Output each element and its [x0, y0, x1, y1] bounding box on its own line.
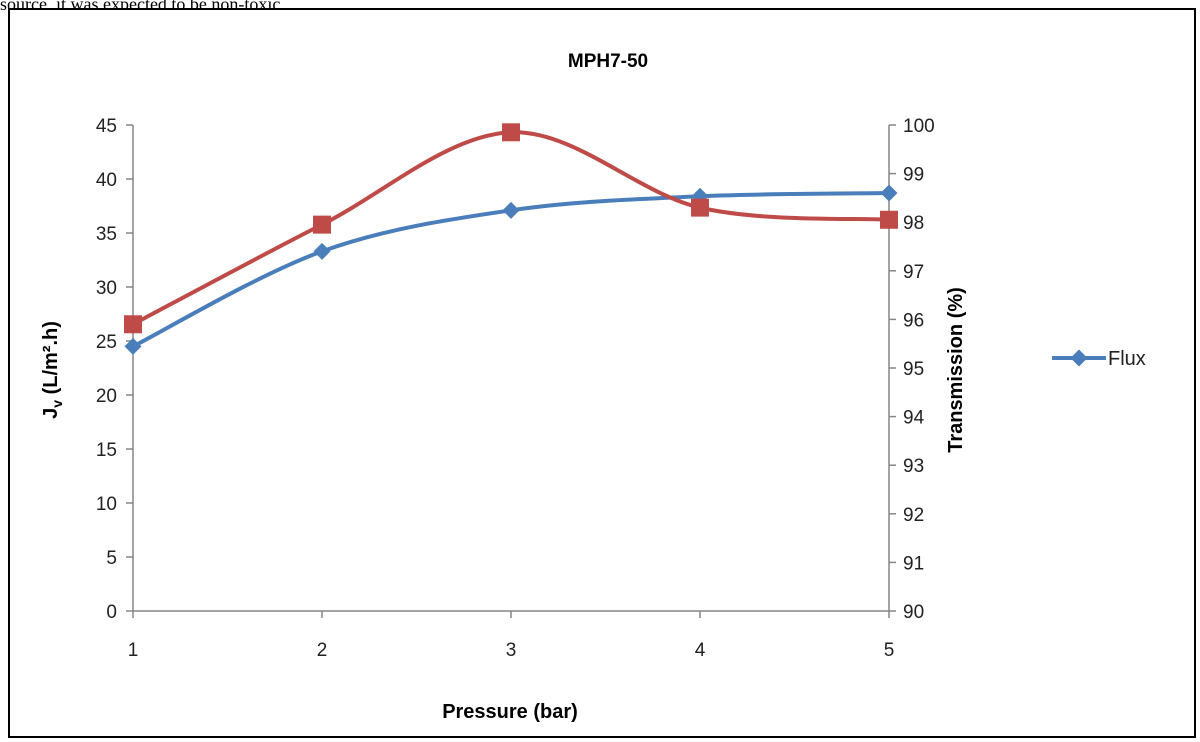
- legend-flux-label: Flux: [1108, 348, 1146, 370]
- chart-frame: [8, 8, 1196, 738]
- x-tick-label: 4: [695, 640, 706, 661]
- y-tick-label: 10: [96, 494, 117, 515]
- flux-marker: [502, 201, 520, 219]
- x-tick-label: 3: [506, 640, 517, 661]
- flux-marker: [880, 184, 898, 202]
- x-axis-title: Pressure (bar): [442, 701, 578, 723]
- series-2-marker: [880, 210, 898, 229]
- y-tick-label: 0: [106, 602, 117, 623]
- x-tick-label: 1: [128, 640, 139, 661]
- x-tick-label: 5: [884, 640, 895, 661]
- y-axis-title-sub: v: [49, 400, 65, 408]
- y2-tick-label: 94: [903, 408, 925, 429]
- y-tick-label: 40: [96, 170, 117, 191]
- y-axis-title-main: J: [40, 408, 62, 419]
- axes: 0510152025303540459091929394959697989910…: [96, 116, 935, 661]
- chart-title: MPH7-50: [568, 51, 648, 72]
- y2-tick-label: 95: [903, 359, 924, 380]
- y2-tick-label: 93: [903, 456, 924, 477]
- x-tick-label: 2: [317, 640, 328, 661]
- series-2-marker: [691, 198, 709, 217]
- y2-tick-label: 99: [903, 165, 924, 186]
- flux-marker: [313, 242, 331, 260]
- y-tick-label: 20: [96, 386, 117, 407]
- flux-marker: [124, 337, 142, 355]
- y2-tick-label: 90: [903, 602, 924, 623]
- y-tick-label: 30: [96, 278, 117, 299]
- y-tick-label: 35: [96, 224, 117, 245]
- series-2-marker: [124, 315, 142, 334]
- y2-tick-label: 100: [903, 116, 935, 137]
- legend: Flux: [1052, 348, 1146, 370]
- series-2-marker: [313, 215, 331, 234]
- y-tick-label: 25: [96, 332, 117, 353]
- series-2-line: [132, 130, 890, 327]
- legend-flux-marker: [1070, 349, 1088, 367]
- y2-tick-label: 91: [903, 553, 924, 574]
- series-2-marker: [502, 123, 520, 142]
- y2-tick-label: 92: [903, 505, 924, 526]
- y2-axis-title: Transmission (%): [945, 287, 967, 453]
- y2-tick-label: 98: [903, 213, 924, 234]
- y2-tick-label: 96: [903, 310, 924, 331]
- y-tick-label: 45: [96, 116, 117, 137]
- y-tick-label: 5: [106, 548, 117, 569]
- y-axis-title-units: (L/m².h): [40, 321, 62, 400]
- y2-tick-label: 97: [903, 262, 924, 283]
- series-layer: [124, 123, 898, 355]
- y-tick-label: 15: [96, 440, 117, 461]
- y-axis-title: Jv (L/m².h): [40, 321, 65, 419]
